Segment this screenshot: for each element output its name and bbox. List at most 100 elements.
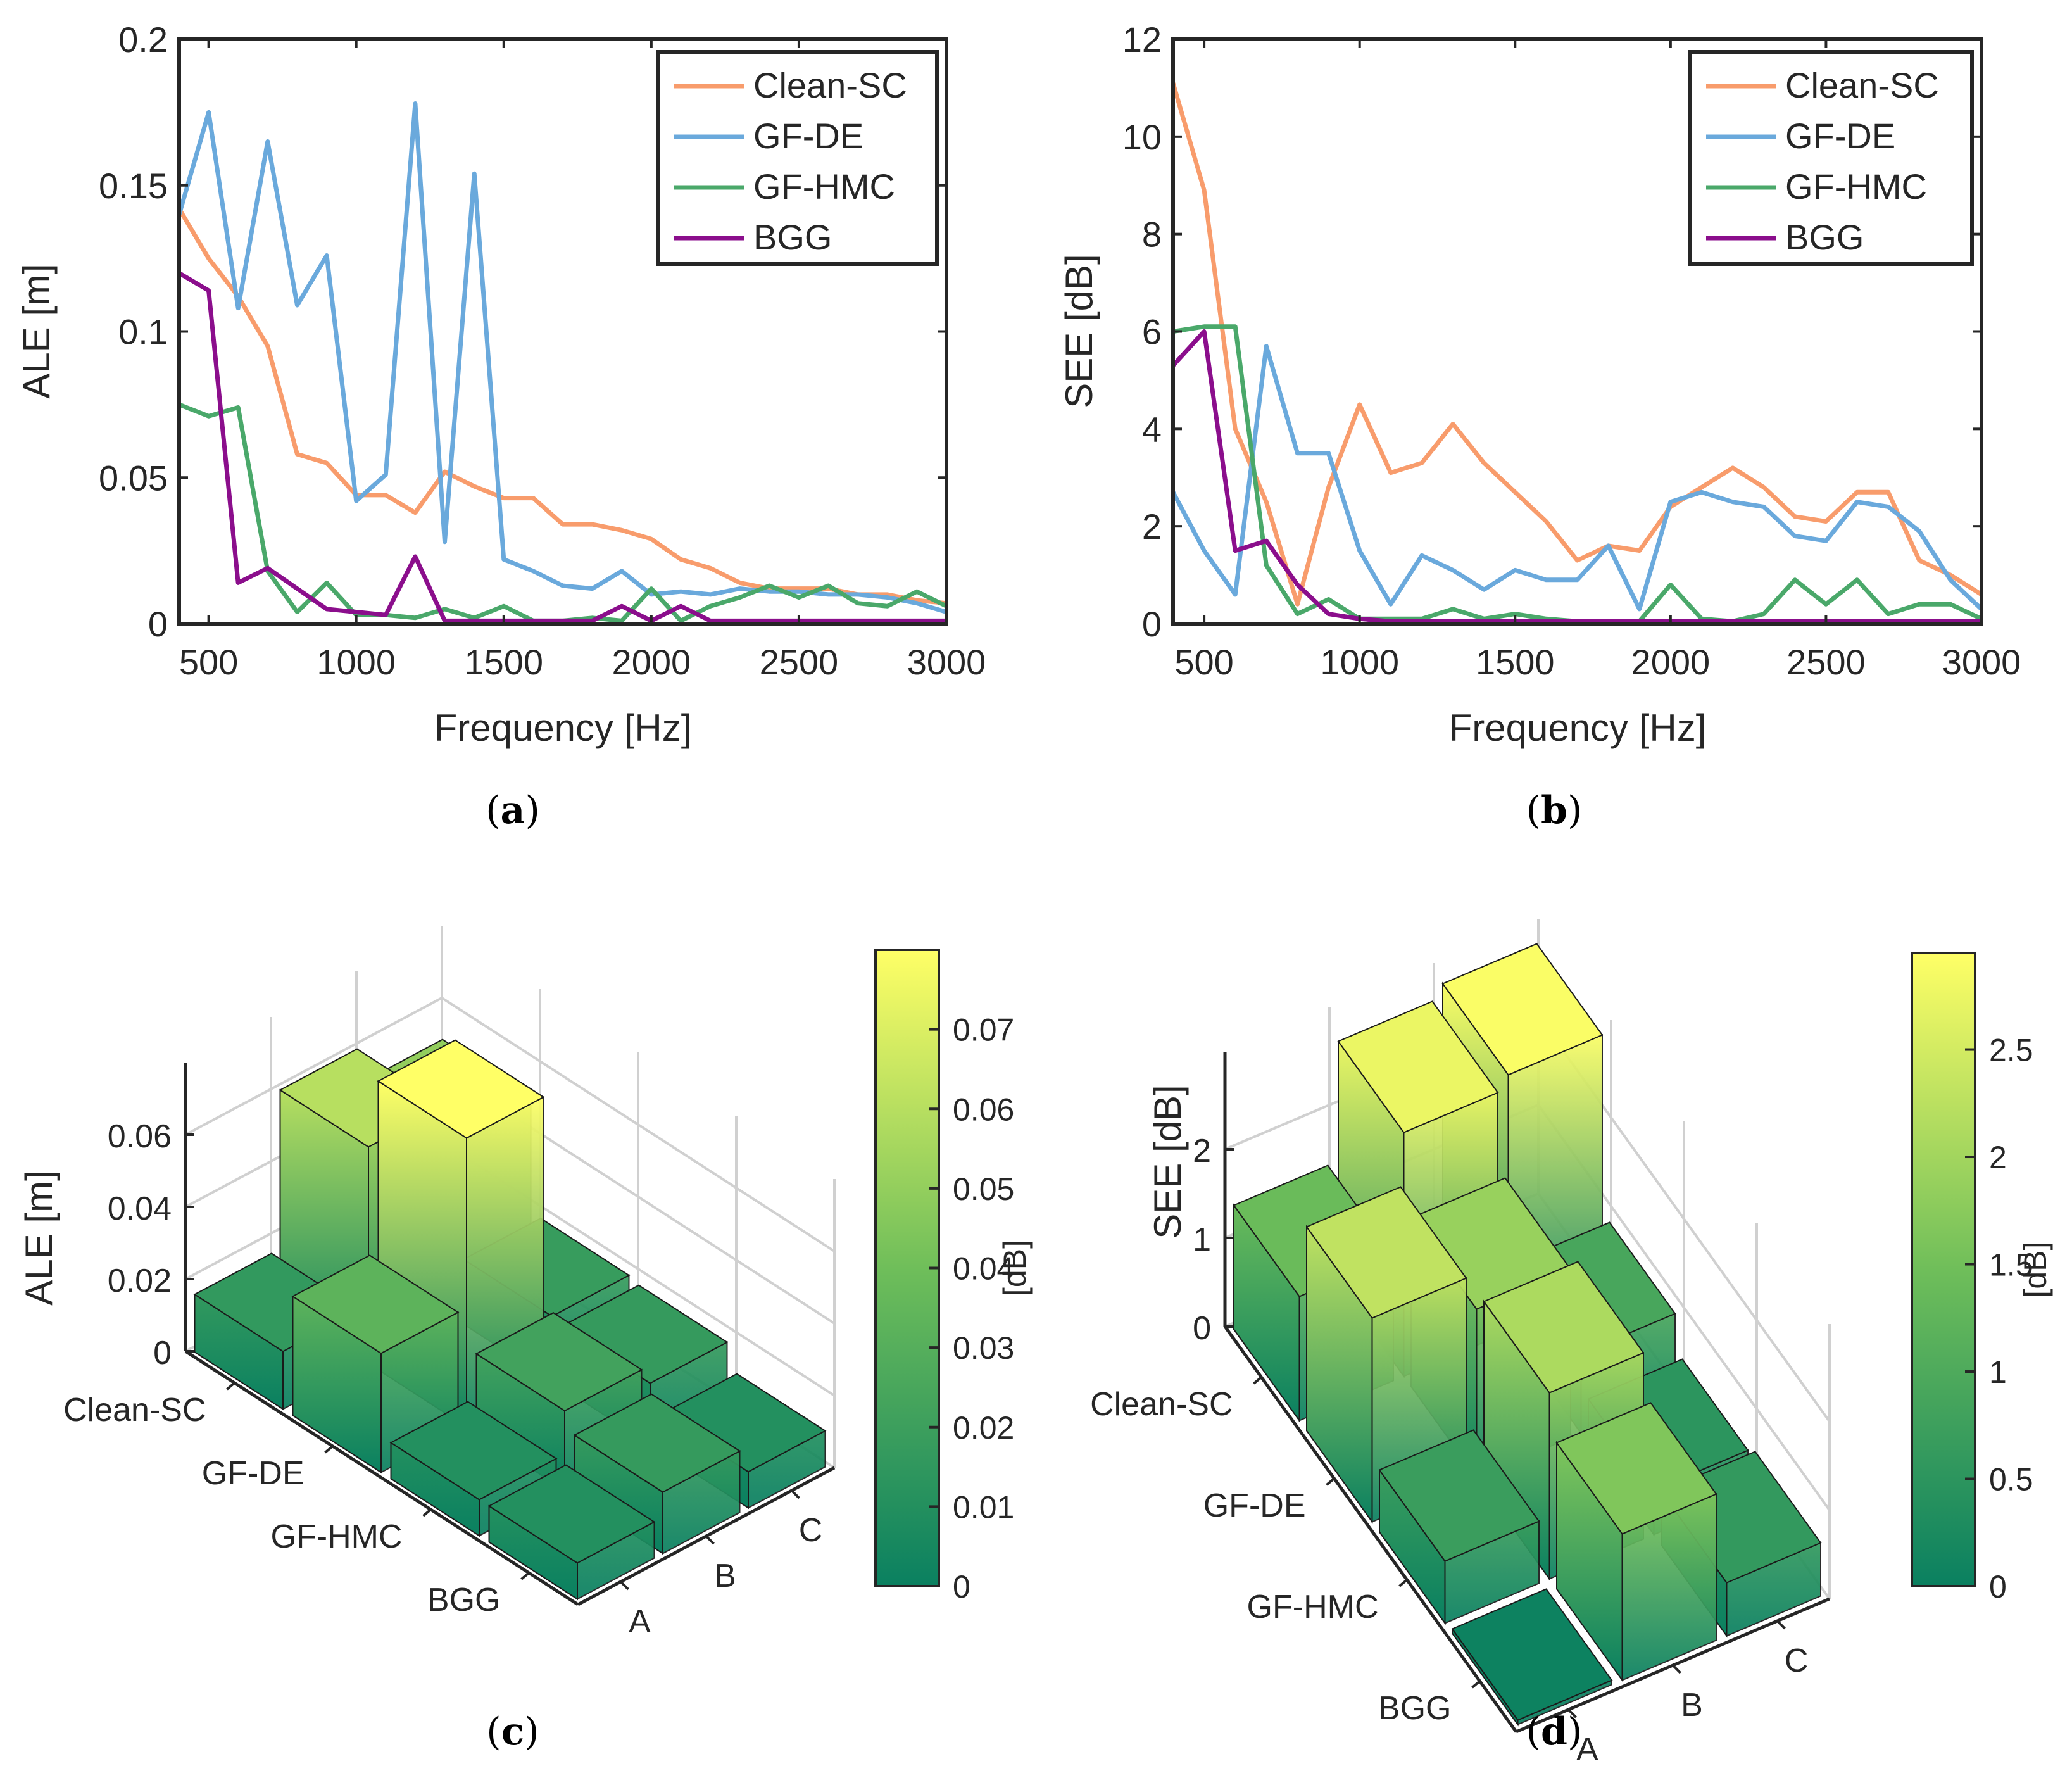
x-axis-label: Frequency [Hz] <box>1449 707 1707 749</box>
colorbar-label: [dB] <box>997 1240 1033 1296</box>
bar-bgg-a <box>1451 1588 1613 1727</box>
panel-caption: (c) <box>486 1710 539 1754</box>
y-axis-label: SEE [dB] <box>1058 254 1100 408</box>
x-tick-label: 1500 <box>1476 642 1555 682</box>
panel-d-3d-bar-chart: 0 1 2 Clean-SC GF-DE GF-HMC BGG A B C SEE [dB] 0… <box>1090 919 2053 1766</box>
method-tick-mark <box>422 1508 432 1517</box>
method-tick-mark <box>1471 1680 1481 1689</box>
series-line-gf-de <box>177 101 947 614</box>
x-tick-label: 500 <box>179 642 238 682</box>
bar-bgg-a <box>487 1464 656 1601</box>
legend-label: GF-HMC <box>1785 167 1927 206</box>
y-tick-label: 10 <box>1122 117 1162 157</box>
series-line-bgg <box>178 271 946 623</box>
panel-c-3d-bar-chart: 00.020.040.06 Clean-SCGF-DEGF-HMCBGGABC … <box>18 926 1033 1754</box>
colorbar-tick-label: 0.5 <box>1989 1462 2033 1498</box>
z-tick-label: 0 <box>1193 1310 1211 1347</box>
y-tick-label: 8 <box>1142 215 1162 255</box>
bar-gf-de-a <box>291 1254 460 1474</box>
method-tick-label: BGG <box>427 1582 501 1618</box>
legend: Clean-SC GF-DE GF-HMC BGG <box>656 50 939 266</box>
legend-label: BGG <box>1785 217 1864 257</box>
method-axis-line <box>1223 1325 1518 1733</box>
colorbar-gradient <box>874 949 940 1587</box>
series-line-gf-de <box>1171 344 1983 612</box>
bar-top-face <box>377 1039 545 1139</box>
case-tick-label: B <box>1681 1687 1703 1724</box>
bar-gf-hmc-a <box>1378 1429 1540 1625</box>
bar-top-face <box>487 1464 656 1564</box>
bar-top-face <box>1451 1588 1613 1721</box>
legend-label: Clean-SC <box>1785 65 1939 105</box>
z-axis-label: ALE [m] <box>18 1170 60 1305</box>
case-tick-label: C <box>1785 1643 1809 1679</box>
colorbar-tick-label: 0.03 <box>953 1330 1014 1366</box>
case-tick-mark <box>1567 1708 1577 1719</box>
colorbar-tick-label: 1.5 <box>1989 1247 2033 1283</box>
method-tick-mark <box>1398 1579 1408 1587</box>
panel-a-line-chart: 500 1000 1500 2000 2500 3000 0 0.05 0.1 0.15 0.2 A… <box>15 20 986 833</box>
x-tick-label: 2000 <box>1631 642 1711 682</box>
method-tick-label: GF-HMC <box>271 1518 403 1555</box>
colorbar-tick-label: 0.01 <box>953 1489 1014 1525</box>
colorbar-tick-label: 0.05 <box>953 1171 1014 1207</box>
bar-top-face <box>1483 1261 1645 1394</box>
caption-letter: d <box>1541 1710 1567 1754</box>
z-tick-label: 0.02 <box>108 1263 172 1299</box>
legend-label: GF-DE <box>753 116 863 156</box>
x-tick-label: 3000 <box>907 642 986 682</box>
case-tick-label: C <box>799 1512 823 1549</box>
legend-label: Clean-SC <box>753 65 907 105</box>
method-tick-mark <box>1253 1376 1262 1385</box>
bar-top-face <box>475 1312 643 1412</box>
bar-bgg-b <box>573 1393 741 1555</box>
y-tick-label: 0.1 <box>118 312 168 352</box>
panel-caption: (d) <box>1526 1710 1583 1754</box>
legend-label: GF-HMC <box>753 167 895 206</box>
legend-label: GF-DE <box>1785 116 1895 156</box>
method-tick-mark <box>520 1572 530 1580</box>
case-tick-label: A <box>629 1603 651 1640</box>
z-tick-label: 0.06 <box>108 1118 172 1155</box>
bar-top-face <box>1441 943 1604 1076</box>
method-tick-mark <box>226 1382 235 1391</box>
colorbar-tick-label: 0.02 <box>953 1410 1014 1446</box>
colorbar-tick-label: 2 <box>1989 1140 2007 1175</box>
colorbar-tick-label: 0 <box>953 1569 970 1605</box>
colorbar: 0 0.01 0.02 0.03 0.04 0.05 0.06 0.07 [dB] <box>874 949 1033 1605</box>
y-tick-label: 12 <box>1122 20 1162 60</box>
colorbar-tick-label: 0.04 <box>953 1251 1014 1287</box>
legend: Clean-SC GF-DE GF-HMC BGG <box>1688 50 1974 266</box>
z-tick-label: 2 <box>1193 1133 1211 1170</box>
case-tick-label: A <box>1576 1731 1598 1766</box>
bar-top-face <box>1305 1186 1467 1319</box>
y-tick-label: 0 <box>1142 604 1162 644</box>
method-tick-mark <box>1326 1477 1335 1486</box>
z-axis-label: SEE [dB] <box>1146 1085 1189 1239</box>
y-tick-label: 0 <box>148 604 168 644</box>
bar-top-face <box>291 1254 460 1354</box>
caption-letter: a <box>501 788 525 833</box>
y-tick-label: 2 <box>1142 507 1162 546</box>
x-tick-label: 2000 <box>612 642 691 682</box>
bar-top-face <box>1337 1000 1499 1133</box>
method-tick-label: BGG <box>1378 1690 1452 1727</box>
x-tick-label: 2500 <box>1786 642 1866 682</box>
colorbar-tick-label: 0 <box>1989 1569 2007 1605</box>
case-tick-mark <box>1672 1664 1681 1674</box>
method-tick-label: GF-DE <box>202 1455 305 1492</box>
x-tick-label: 1000 <box>1320 642 1399 682</box>
case-tick-label: B <box>714 1558 736 1594</box>
y-tick-label: 0.05 <box>99 458 168 498</box>
x-tick-label: 2500 <box>760 642 839 682</box>
method-tick-mark <box>324 1445 334 1454</box>
method-axis-line <box>184 1349 579 1606</box>
case-tick-mark <box>705 1535 715 1545</box>
method-tick-label: GF-DE <box>1203 1487 1306 1524</box>
colorbar-gradient <box>1911 952 1976 1587</box>
series-line-bgg <box>1171 329 1981 624</box>
legend-label: BGG <box>753 217 832 257</box>
bar-bgg-b <box>1555 1402 1717 1682</box>
panel-b-line-chart: 500 1000 1500 2000 2500 3000 0 2 4 6 8 10 12 SEE [dB… <box>1058 20 2021 833</box>
bar-top-face <box>1378 1429 1540 1562</box>
